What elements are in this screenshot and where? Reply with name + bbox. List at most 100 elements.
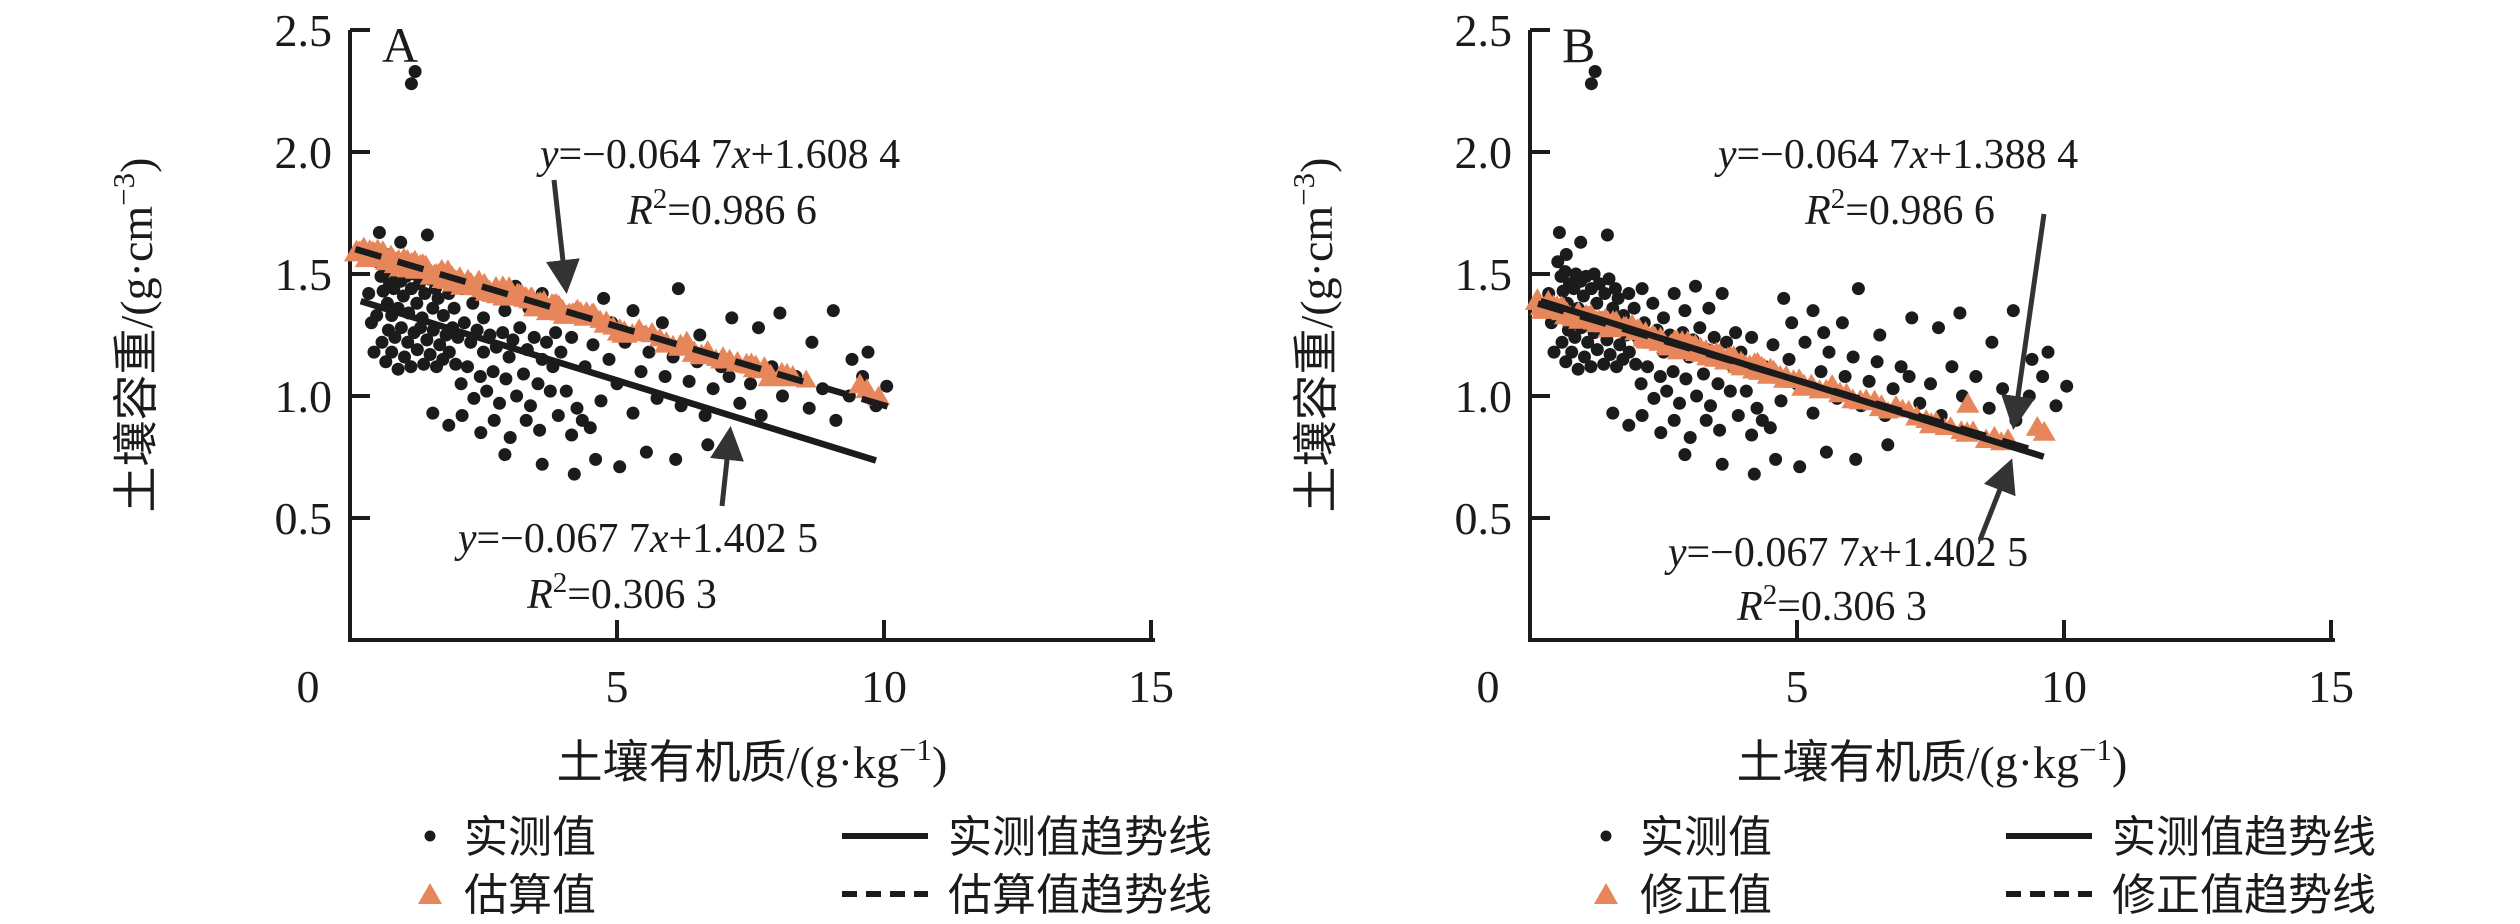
measured-point [1707,330,1721,344]
measured-point [2060,379,2074,393]
measured-point [535,457,549,471]
measured-point [442,345,456,359]
measured-point [805,335,819,349]
measured-point [634,365,648,379]
measured-point [669,452,683,466]
measured-point [372,226,386,239]
measured-point [1750,401,1764,415]
measured-point [394,321,408,335]
legend-triangle-marker [1594,883,1618,904]
measured-point [433,338,447,352]
measured-point [1678,448,1692,462]
measured-point [543,384,557,398]
measured-point [506,333,520,347]
measured-point [567,467,581,481]
measured-point [454,377,468,391]
panel-a: A 0 5 10 15 2.5 2.0 1.5 1.0 0.5 土壤有机质/(g… [106,5,1212,920]
measured-point [583,421,597,435]
measured-point [1552,226,1566,239]
panel-b-y-tick-1_0: 1.0 [1455,371,1513,422]
panel-a-y-tick-2_5: 2.5 [275,5,333,56]
measured-point [1982,401,1996,415]
measured-point [701,438,715,452]
measured-point [519,413,533,427]
measured-point [436,309,450,322]
measured-point [1657,311,1670,325]
panel-a-equation-measured: y=−0.067 7x+1.402 5 [454,516,818,562]
measured-point [1769,452,1783,466]
measured-point [1584,77,1598,91]
measured-point [503,431,517,444]
measured-point [1720,335,1733,349]
panel-a-x-tick-15: 15 [1128,661,1174,712]
measured-point [1559,355,1573,369]
legend-dot-marker [424,830,436,842]
legend-label-estimated-trend: 估算值趋势线 [948,871,1212,920]
measured-point [1729,326,1743,340]
measured-point [1666,365,1680,379]
measured-point [379,355,393,369]
measured-point [362,287,376,300]
measured-point [477,311,490,325]
trend-line-dashed [354,246,899,413]
measured-point [398,350,411,364]
measured-point [1653,370,1667,383]
measured-point [477,345,490,359]
measured-point [455,409,469,422]
annotation-arrow-to-solid-line [1977,458,2016,541]
measured-point [1870,355,1884,369]
measured-point [1584,360,1598,374]
measured-point [1597,357,1611,371]
measured-point [1598,287,1612,300]
measured-point [388,330,402,344]
measured-point [493,396,506,410]
measured-point [426,406,440,420]
measured-point [1606,406,1620,420]
measured-point [367,345,381,359]
legend-label-measured: 实测值 [1640,813,1772,862]
panel-a-y-tick-1_0: 1.0 [275,371,333,422]
measured-point [474,426,488,440]
measured-point [754,409,768,422]
panel-a-y-tick-0_5: 0.5 [275,493,333,544]
measured-point [394,235,408,249]
legend-label-corrected-trend: 修正值趋势线 [2112,871,2376,920]
measured-point [2006,304,2020,318]
measured-point [524,399,537,413]
measured-point [1602,272,1616,286]
measured-point [1886,382,1900,396]
measured-point [602,352,616,366]
measured-point [517,367,530,381]
measured-point [1798,335,1812,349]
measured-point [1902,370,1916,383]
panel-a-letter: A [382,17,418,73]
panel-b-x-axis-title: 土壤有机质/(g·kg−1) [1737,732,2128,788]
measured-point [658,370,672,383]
panel-b-r2-measured: R2=0.306 3 [1736,579,1927,630]
measured-point [802,401,816,415]
measured-point [1667,413,1681,427]
measured-point [1806,406,1820,420]
measured-point [861,345,875,359]
measured-point [496,326,510,340]
measured-point [1777,291,1791,305]
measured-point [486,365,500,379]
measured-point [1581,335,1595,349]
measured-point [1953,306,1967,320]
measured-point [2036,370,2050,383]
measured-point [1600,228,1614,242]
measured-point [845,352,859,366]
measured-point [1603,348,1617,361]
measured-point [693,328,707,342]
measured-point [1745,428,1759,442]
measured-point [589,452,603,466]
triangle-point [1956,392,1980,413]
measured-point [1555,335,1569,349]
measured-point [1774,394,1788,408]
measured-point [410,296,424,310]
measured-point [1715,457,1729,471]
measured-point [706,382,720,396]
measured-point [531,377,545,391]
